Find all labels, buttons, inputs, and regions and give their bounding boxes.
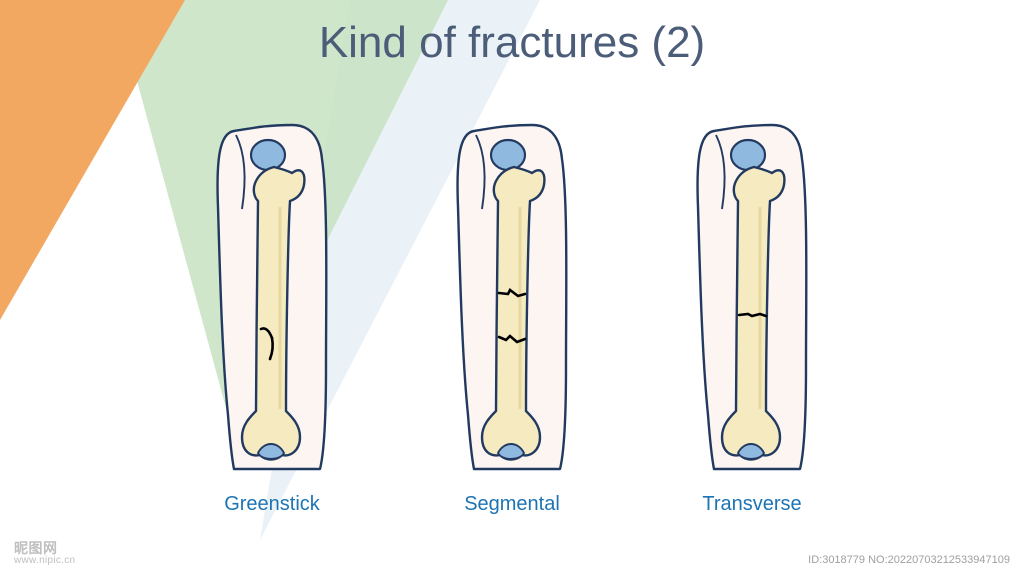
fracture-panel-transverse: Transverse [672, 115, 832, 516]
fracture-label-transverse: Transverse [702, 493, 801, 516]
bone-illustration-segmental [432, 115, 592, 475]
fracture-label-segmental: Segmental [464, 493, 560, 516]
watermark: 昵图网 www.nipic.cn [14, 538, 75, 566]
fracture-panels: Greenstick Segmental Transverse [0, 115, 1024, 516]
meta-id: ID:3018779 NO:20220703212533947109 [808, 554, 1010, 566]
slide-title-text: Kind of fractures (2) [0, 18, 1024, 68]
slide-title: Kind of fractures (2) [0, 18, 1024, 68]
bone-illustration-transverse [672, 115, 832, 475]
watermark-sub: www.nipic.cn [14, 555, 75, 566]
fracture-panel-greenstick: Greenstick [192, 115, 352, 516]
bone-illustration-greenstick [192, 115, 352, 475]
fracture-panel-segmental: Segmental [432, 115, 592, 516]
watermark-main: 昵图网 [14, 540, 58, 556]
fracture-label-greenstick: Greenstick [224, 493, 320, 516]
